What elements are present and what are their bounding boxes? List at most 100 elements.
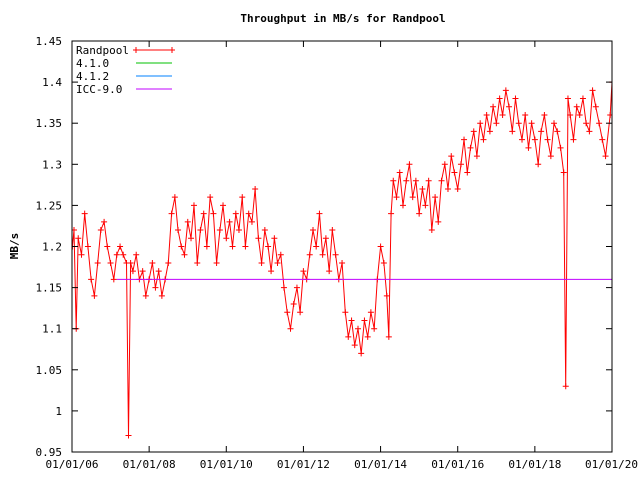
data-point xyxy=(158,292,165,299)
data-point xyxy=(316,210,323,217)
legend-label: 4.1.2 xyxy=(76,70,109,83)
data-point xyxy=(570,136,577,143)
y-tick-label: 1.05 xyxy=(36,364,63,377)
data-point xyxy=(473,153,480,160)
data-point xyxy=(175,227,182,234)
data-point xyxy=(390,177,397,184)
data-point xyxy=(297,309,304,316)
data-point xyxy=(451,169,458,176)
data-point xyxy=(322,235,329,242)
data-point xyxy=(367,309,374,316)
data-point xyxy=(329,227,336,234)
y-tick-label: 1.25 xyxy=(36,199,63,212)
y-tick-label: 1.45 xyxy=(36,35,63,48)
data-point xyxy=(110,276,117,283)
x-tick-label: 01/01/12 xyxy=(277,458,330,471)
data-point xyxy=(464,169,471,176)
data-point xyxy=(133,251,140,258)
data-point xyxy=(310,227,317,234)
data-point xyxy=(573,103,580,110)
data-point xyxy=(184,218,191,225)
data-point xyxy=(528,120,535,127)
data-point xyxy=(84,243,91,250)
data-point xyxy=(155,268,162,275)
data-point xyxy=(245,210,252,217)
data-point xyxy=(125,432,132,439)
data-point xyxy=(139,268,146,275)
data-point xyxy=(409,194,416,201)
data-point xyxy=(248,218,255,225)
data-point xyxy=(319,251,326,258)
data-point xyxy=(255,235,262,242)
data-point xyxy=(351,342,358,349)
data-point xyxy=(589,87,596,94)
x-tick-label: 01/01/08 xyxy=(123,458,176,471)
data-point xyxy=(284,309,291,316)
data-point xyxy=(277,251,284,258)
data-point xyxy=(525,144,532,151)
data-point xyxy=(371,325,378,332)
data-point xyxy=(210,210,217,217)
data-point xyxy=(486,128,493,135)
data-point xyxy=(223,235,230,242)
data-point xyxy=(457,161,464,168)
data-point xyxy=(435,218,442,225)
y-tick-label: 1.3 xyxy=(42,158,62,171)
y-tick-label: 0.95 xyxy=(36,446,63,459)
x-tick-label: 01/01/10 xyxy=(200,458,253,471)
data-point xyxy=(383,292,390,299)
data-point xyxy=(94,259,101,266)
data-point xyxy=(75,235,82,242)
data-point xyxy=(422,202,429,209)
data-point xyxy=(388,210,395,217)
data-point xyxy=(265,243,272,250)
data-point xyxy=(596,120,603,127)
data-point xyxy=(490,103,497,110)
data-point xyxy=(467,144,474,151)
data-point xyxy=(419,185,426,192)
data-point xyxy=(396,169,403,176)
data-point xyxy=(216,227,223,234)
data-point xyxy=(399,202,406,209)
data-point xyxy=(567,111,574,118)
data-point xyxy=(380,259,387,266)
data-point xyxy=(274,259,281,266)
data-point xyxy=(385,333,392,340)
data-point xyxy=(358,350,365,357)
data-point xyxy=(586,128,593,135)
data-point xyxy=(203,243,210,250)
data-point xyxy=(88,276,95,283)
legend-entry: 4.1.0 xyxy=(76,57,172,70)
legend-marker xyxy=(169,47,175,53)
data-point xyxy=(261,227,268,234)
data-point xyxy=(207,194,214,201)
y-tick-label: 1.1 xyxy=(42,323,62,336)
data-point xyxy=(78,251,85,258)
data-point xyxy=(104,243,111,250)
data-point xyxy=(188,235,195,242)
data-point xyxy=(515,120,522,127)
data-point xyxy=(326,268,333,275)
series-line xyxy=(72,82,612,436)
legend-label: Randpool xyxy=(76,44,129,57)
data-point xyxy=(496,95,503,102)
data-point xyxy=(271,235,278,242)
data-point xyxy=(522,111,529,118)
data-point xyxy=(242,243,249,250)
data-point xyxy=(544,136,551,143)
data-point xyxy=(181,251,188,258)
data-point xyxy=(339,259,346,266)
data-point xyxy=(512,95,519,102)
data-point xyxy=(602,153,609,160)
data-point xyxy=(220,202,227,209)
data-point xyxy=(355,325,361,332)
data-point xyxy=(129,268,136,275)
data-point xyxy=(239,194,246,201)
data-point xyxy=(280,284,287,291)
data-point xyxy=(287,325,294,332)
data-point xyxy=(438,177,445,184)
data-point xyxy=(197,227,204,234)
data-point xyxy=(509,128,516,135)
x-tick-label: 01/01/16 xyxy=(431,458,484,471)
